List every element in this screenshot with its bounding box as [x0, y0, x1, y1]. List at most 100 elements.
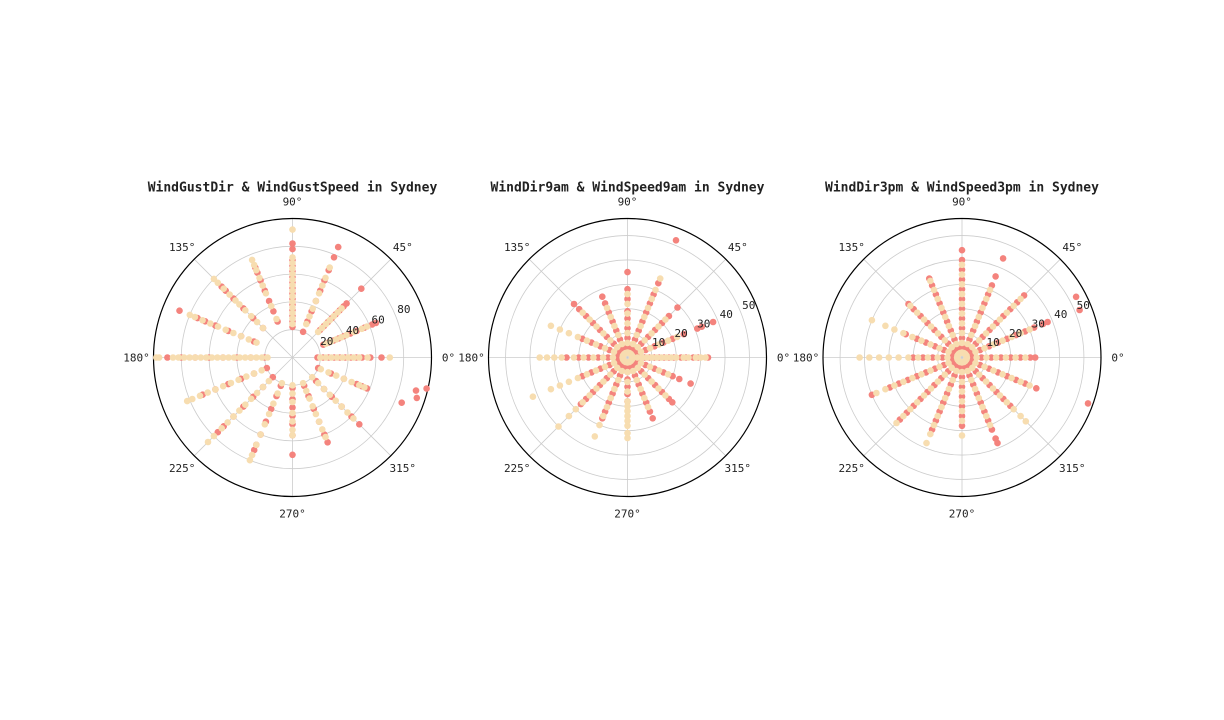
- data-point: [306, 313, 313, 320]
- data-point: [637, 348, 645, 356]
- data-point: [1007, 354, 1015, 361]
- data-point: [669, 399, 676, 406]
- data-point: [1010, 405, 1017, 413]
- angle-tick-label: 45°: [393, 241, 413, 254]
- data-point: [907, 405, 914, 413]
- data-point: [575, 354, 582, 361]
- data-point: [289, 426, 296, 434]
- data-point: [328, 354, 335, 361]
- data-point: [624, 268, 631, 276]
- data-point: [253, 354, 260, 361]
- data-point: [624, 320, 631, 327]
- data-point: [975, 394, 983, 402]
- data-point: [949, 376, 956, 384]
- data-point: [236, 407, 243, 414]
- angle-tick-label: 180°: [458, 352, 485, 365]
- data-point: [250, 261, 258, 269]
- data-point: [1033, 385, 1040, 392]
- data-point: [913, 399, 921, 406]
- data-point: [423, 385, 430, 392]
- polar-chart-2: WindDir9am & WindSpeed9am in Sydney 10 20 3…: [458, 181, 790, 521]
- data-point: [963, 356, 970, 363]
- data-point: [866, 354, 873, 361]
- data-point: [990, 367, 997, 374]
- angle-tick-label: 315°: [725, 462, 752, 475]
- data-point: [641, 371, 648, 379]
- data-point: [633, 331, 641, 339]
- data-point: [994, 439, 1001, 447]
- data-point: [164, 354, 171, 361]
- data-point: [265, 297, 273, 305]
- data-point: [919, 354, 927, 361]
- data-point: [637, 322, 644, 330]
- angle-tick-label: 0°: [1111, 352, 1124, 365]
- data-point: [972, 348, 979, 356]
- data-point: [227, 379, 235, 387]
- data-point: [344, 409, 351, 416]
- data-point: [1002, 354, 1010, 361]
- data-point: [934, 412, 941, 420]
- data-point: [941, 337, 949, 344]
- data-point: [958, 320, 966, 327]
- data-point: [628, 356, 636, 363]
- data-point: [317, 365, 325, 373]
- data-point: [289, 315, 296, 322]
- data-point: [997, 354, 1005, 361]
- data-point: [999, 371, 1006, 378]
- data-point: [327, 338, 335, 345]
- data-point: [265, 410, 273, 418]
- data-point: [969, 364, 976, 372]
- data-point: [644, 304, 652, 312]
- radial-tick-label: 80: [397, 303, 410, 316]
- data-point: [1012, 354, 1019, 361]
- data-point: [988, 354, 995, 361]
- data-point: [289, 320, 296, 328]
- data-point: [958, 266, 966, 274]
- data-point: [924, 354, 932, 361]
- data-point: [927, 323, 935, 330]
- data-point: [350, 415, 357, 422]
- angle-tick-label: 315°: [1059, 462, 1086, 475]
- data-point: [326, 316, 334, 324]
- data-point: [610, 348, 618, 356]
- data-point: [652, 286, 659, 294]
- data-point: [986, 286, 994, 294]
- data-point: [614, 331, 622, 339]
- data-point: [199, 317, 206, 324]
- data-point: [971, 322, 979, 330]
- data-point: [334, 243, 342, 251]
- data-point: [992, 273, 999, 280]
- data-point: [927, 385, 935, 392]
- data-point: [599, 293, 606, 301]
- data-point: [909, 333, 916, 341]
- angle-tick-label: 135°: [169, 241, 196, 254]
- data-point: [558, 354, 565, 361]
- data-point: [989, 385, 997, 392]
- data-point: [655, 323, 662, 330]
- data-point: [1017, 295, 1024, 303]
- data-point: [1072, 293, 1080, 301]
- data-point: [913, 309, 921, 317]
- data-point: [289, 287, 296, 295]
- data-point: [934, 378, 942, 385]
- data-point: [262, 290, 270, 297]
- data-point: [203, 354, 210, 361]
- angle-tick-label: 270°: [614, 508, 641, 521]
- data-point: [219, 354, 227, 361]
- radial-tick-label: 20: [320, 335, 333, 348]
- data-point: [610, 359, 618, 367]
- data-point: [183, 397, 191, 405]
- data-point: [259, 324, 267, 332]
- data-point: [637, 359, 645, 367]
- data-point: [601, 363, 609, 371]
- polar-frame: [822, 217, 1102, 498]
- data-point: [649, 415, 656, 422]
- data-point: [248, 451, 256, 459]
- data-point: [692, 354, 700, 361]
- data-point: [236, 354, 243, 361]
- data-point: [574, 374, 582, 382]
- data-point: [939, 354, 946, 361]
- data-point: [646, 363, 654, 371]
- data-point: [303, 387, 310, 395]
- data-point: [1084, 400, 1092, 407]
